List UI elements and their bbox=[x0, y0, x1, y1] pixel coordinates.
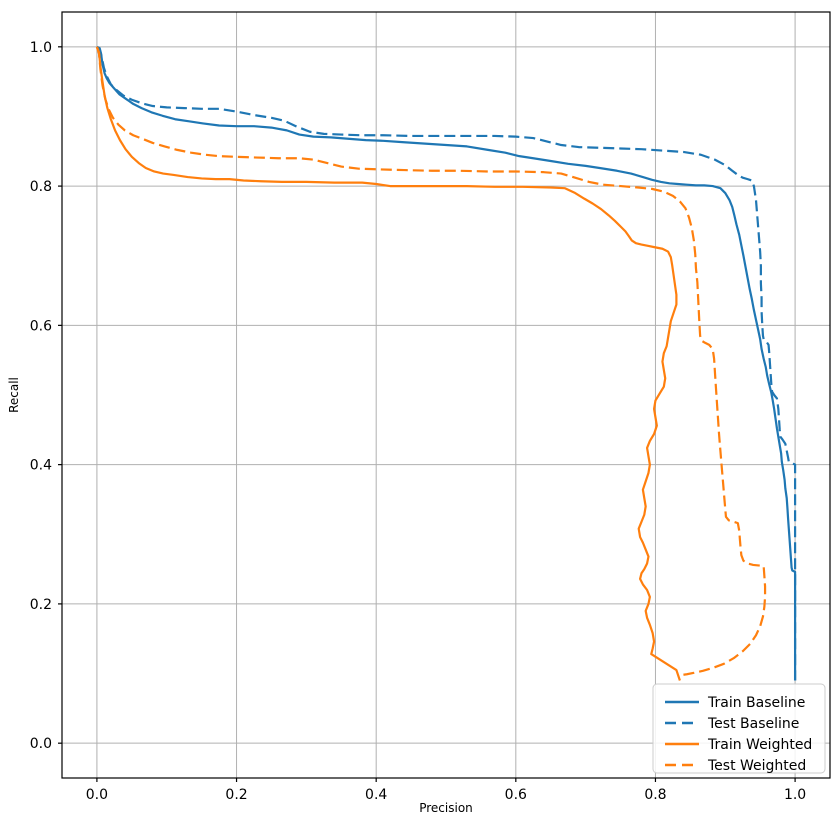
axes-frame bbox=[61, 11, 831, 779]
x-axis-label: Precision bbox=[419, 801, 473, 815]
y-tick-label: 0.6 bbox=[30, 318, 52, 334]
x-tick-label: 0.8 bbox=[644, 787, 666, 803]
legend-label-train-baseline: Train Baseline bbox=[707, 695, 805, 711]
x-tick-label: 0.0 bbox=[86, 787, 108, 803]
legend-label-train-weighted: Train Weighted bbox=[707, 737, 812, 753]
curve-test-baseline bbox=[96, 46, 797, 681]
axes-background bbox=[62, 12, 830, 778]
x-tick-label: 0.4 bbox=[365, 787, 387, 803]
legend-label-test-baseline: Test Baseline bbox=[707, 716, 799, 732]
legend: Train Baseline Test Baseline Train Weighte… bbox=[652, 683, 826, 774]
y-tick-label: 0.4 bbox=[30, 458, 52, 474]
legend-items: Train Baseline Test Baseline Train Weighte… bbox=[665, 695, 812, 774]
legend-box bbox=[652, 683, 826, 774]
curve-train-baseline bbox=[96, 45, 797, 681]
axes-spines bbox=[61, 11, 831, 779]
x-tick-label: 0.2 bbox=[225, 787, 247, 803]
axis-ticks: 0.0 0.2 0.4 0.6 0.8 1.0 0.0 0.2 0.4 0.6 0.8 1.0 bbox=[30, 40, 806, 803]
y-tick-label: 1.0 bbox=[30, 40, 52, 56]
x-tick-label: 0.6 bbox=[505, 787, 527, 803]
y-axis-label: Recall bbox=[7, 377, 21, 413]
legend-label-test-weighted: Test Weighted bbox=[707, 758, 806, 774]
y-tick-label: 0.8 bbox=[30, 179, 52, 195]
x-tick-label: 1.0 bbox=[784, 787, 806, 803]
y-tick-label: 0.0 bbox=[30, 736, 52, 752]
y-tick-label: 0.2 bbox=[30, 597, 52, 613]
curve-train-weighted bbox=[95, 46, 681, 681]
data-curves bbox=[95, 45, 797, 681]
